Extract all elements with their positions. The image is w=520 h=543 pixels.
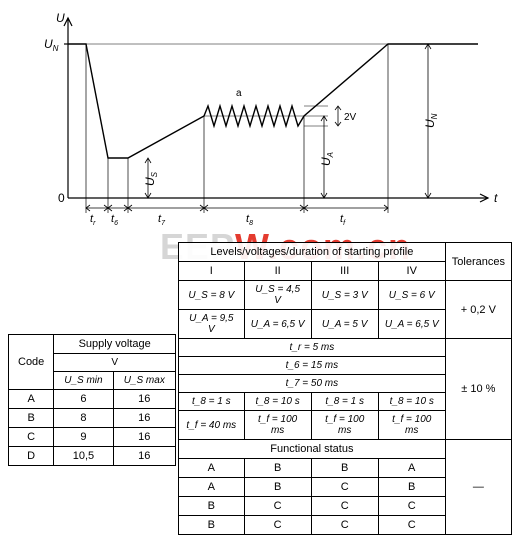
ua-2: U_A = 6,5 V — [244, 310, 311, 339]
ua-1: U_A = 9,5 V — [179, 310, 245, 339]
tf-4: t_f = 100 ms — [378, 411, 445, 440]
tr-row: t_r = 5 ms — [179, 339, 446, 357]
max-b: 16 — [113, 409, 175, 428]
us-4: U_S = 6 V — [378, 281, 445, 310]
level-3: III — [311, 262, 378, 281]
max-c: 16 — [113, 428, 175, 447]
un-tick-label: UN — [44, 37, 59, 53]
tf-2: t_f = 100 ms — [244, 411, 311, 440]
min-d: 10,5 — [54, 447, 113, 466]
us-2: U_S = 4,5 V — [244, 281, 311, 310]
t-seg-t6: t6 — [111, 213, 118, 227]
levels-profile-table: Levels/voltages/duration of starting pro… — [178, 242, 512, 535]
level-4: IV — [378, 262, 445, 281]
t8-1: t_8 = 1 s — [179, 393, 245, 411]
y-axis-label: U — [56, 11, 65, 25]
zero-label: 0 — [58, 191, 65, 205]
min-c: 9 — [54, 428, 113, 447]
fs-d2: C — [244, 516, 311, 535]
tolerances-header: Tolerances — [445, 243, 511, 281]
un-dim-label: UN — [423, 113, 439, 128]
ripple-2v-label: 2V — [344, 112, 357, 123]
supply-header: Supply voltage — [54, 335, 176, 354]
fs-a1: A — [179, 459, 245, 478]
ua-dim-label: UA — [319, 152, 335, 166]
t-seg-tf: tf — [340, 213, 346, 227]
fs-a4: A — [378, 459, 445, 478]
usmax-header: U_S max — [113, 372, 175, 390]
fs-b3: C — [311, 478, 378, 497]
tf-1: t_f = 40 ms — [179, 411, 245, 440]
fs-c4: C — [378, 497, 445, 516]
min-a: 6 — [54, 390, 113, 409]
supply-voltage-table: Code Supply voltage V U_S min U_S max A … — [8, 334, 176, 466]
func-tol: — — [445, 440, 511, 535]
fs-d3: C — [311, 516, 378, 535]
tf-3: t_f = 100 ms — [311, 411, 378, 440]
max-a: 16 — [113, 390, 175, 409]
tables-container: Levels/voltages/duration of starting pro… — [8, 242, 512, 535]
code-d: D — [9, 447, 54, 466]
min-b: 8 — [54, 409, 113, 428]
fs-b1: A — [179, 478, 245, 497]
ua-4: U_A = 6,5 V — [378, 310, 445, 339]
us-dim-label: US — [143, 171, 159, 186]
tol-voltage: + 0,2 V — [445, 281, 511, 339]
ua-3: U_A = 5 V — [311, 310, 378, 339]
t8-3: t_8 = 1 s — [311, 393, 378, 411]
fs-b2: B — [244, 478, 311, 497]
fs-d1: B — [179, 516, 245, 535]
us-3: U_S = 3 V — [311, 281, 378, 310]
us-1: U_S = 8 V — [179, 281, 245, 310]
code-b: B — [9, 409, 54, 428]
fs-a3: B — [311, 459, 378, 478]
fs-a2: B — [244, 459, 311, 478]
fs-d4: C — [378, 516, 445, 535]
x-axis-label: t — [494, 191, 498, 205]
levels-title: Levels/voltages/duration of starting pro… — [179, 243, 446, 262]
starting-profile-chart: U t UN 0 US UA UN 2V a tr t6 t7 t8 tf — [8, 8, 512, 238]
code-c: C — [9, 428, 54, 447]
usmin-header: U_S min — [54, 372, 113, 390]
max-d: 16 — [113, 447, 175, 466]
supply-unit: V — [54, 354, 176, 372]
t8-2: t_8 = 10 s — [244, 393, 311, 411]
level-1: I — [179, 262, 245, 281]
fs-b4: B — [378, 478, 445, 497]
ripple-anno: a — [236, 88, 242, 99]
t-seg-t7: t7 — [158, 213, 166, 227]
fs-c3: C — [311, 497, 378, 516]
code-header: Code — [9, 335, 54, 390]
t6-row: t_6 = 15 ms — [179, 357, 446, 375]
tol-time: ± 10 % — [445, 339, 511, 440]
func-status-header: Functional status — [179, 440, 446, 459]
fs-c2: C — [244, 497, 311, 516]
t7-row: t_7 = 50 ms — [179, 375, 446, 393]
fs-c1: B — [179, 497, 245, 516]
level-2: II — [244, 262, 311, 281]
t-seg-t8: t8 — [246, 213, 253, 227]
t-seg-tr: tr — [90, 213, 96, 227]
code-a: A — [9, 390, 54, 409]
chart-svg: U t UN 0 US UA UN 2V a tr t6 t7 t8 tf — [8, 8, 512, 238]
t8-4: t_8 = 10 s — [378, 393, 445, 411]
